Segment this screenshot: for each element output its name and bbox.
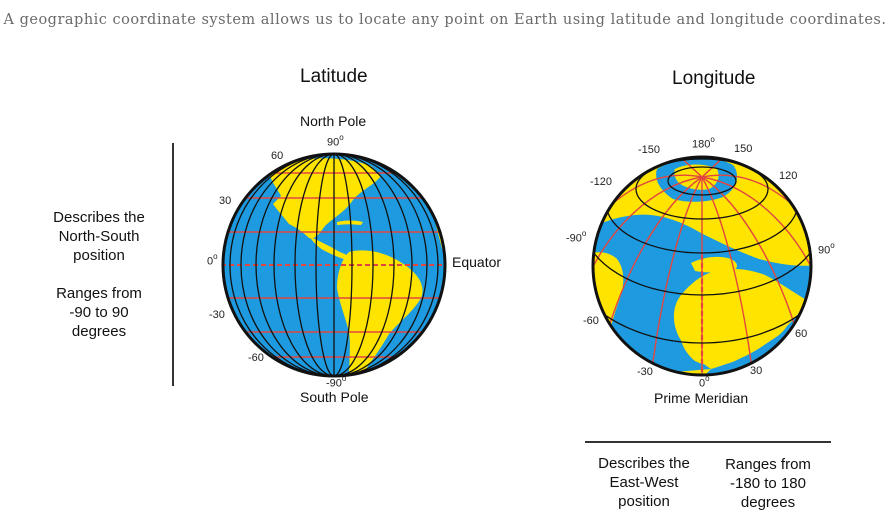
lon-tick-30: 30 (750, 365, 763, 377)
longitude-title: Longitude (672, 68, 756, 89)
lon-tick-minus-150: -150 (638, 144, 661, 156)
lon-tick-90: 90o (818, 241, 835, 257)
latitude-divider (172, 143, 174, 386)
africa-landmass (679, 283, 792, 366)
longitude-description: Describes the East-West position (598, 455, 690, 510)
equator-label: Equator (452, 254, 502, 270)
caribbean-island (337, 220, 363, 225)
prime-meridian-label: Prime Meridian (654, 390, 749, 406)
lon-tick-120: 120 (779, 170, 798, 182)
longitude-globe (591, 155, 813, 377)
north-pole-label: North Pole (300, 113, 367, 129)
lat-tick-90: 90o (327, 133, 344, 149)
lon-tick-minus-120: -120 (590, 176, 613, 188)
latitude-range: Ranges from -90 to 90 degrees (56, 285, 142, 340)
latitude-globe-outline (221, 152, 447, 378)
lat-tick-30: 30 (219, 195, 232, 207)
lon-tick-0: 0o (699, 374, 710, 390)
page-caption: A geographic coordinate system allows us… (3, 12, 887, 28)
latitude-description: Describes the North-South position (53, 209, 145, 264)
longitude-globe-outline (591, 155, 813, 377)
atlantic-ocean-region (593, 214, 811, 375)
south-america-landmass (337, 250, 423, 376)
longitude-divider (585, 441, 831, 443)
latitude-title: Latitude (300, 66, 368, 87)
central-america-landmass (309, 236, 349, 260)
latitude-globe (221, 152, 447, 378)
lon-tick-minus-60: -60 (583, 315, 599, 327)
lat-tick-60: 60 (271, 150, 284, 162)
lon-tick-minus-30: -30 (637, 366, 653, 378)
lon-tick-150: 150 (734, 143, 753, 155)
longitude-range: Ranges from -180 to 180 degrees (725, 456, 811, 511)
lon-tick-minus-90: -90o (566, 229, 587, 245)
lat-tick-minus-30: -30 (209, 309, 225, 321)
south-pole-label: South Pole (300, 389, 369, 405)
lon-tick-60: 60 (795, 328, 808, 340)
lat-tick-minus-60: -60 (248, 352, 264, 364)
meridian-lines (229, 154, 439, 376)
lon-tick-180: 180o (692, 135, 715, 151)
lat-tick-0: 0o (207, 252, 218, 268)
greenland-landmass (674, 164, 719, 190)
lat-tick-minus-90: -90o (326, 374, 347, 390)
